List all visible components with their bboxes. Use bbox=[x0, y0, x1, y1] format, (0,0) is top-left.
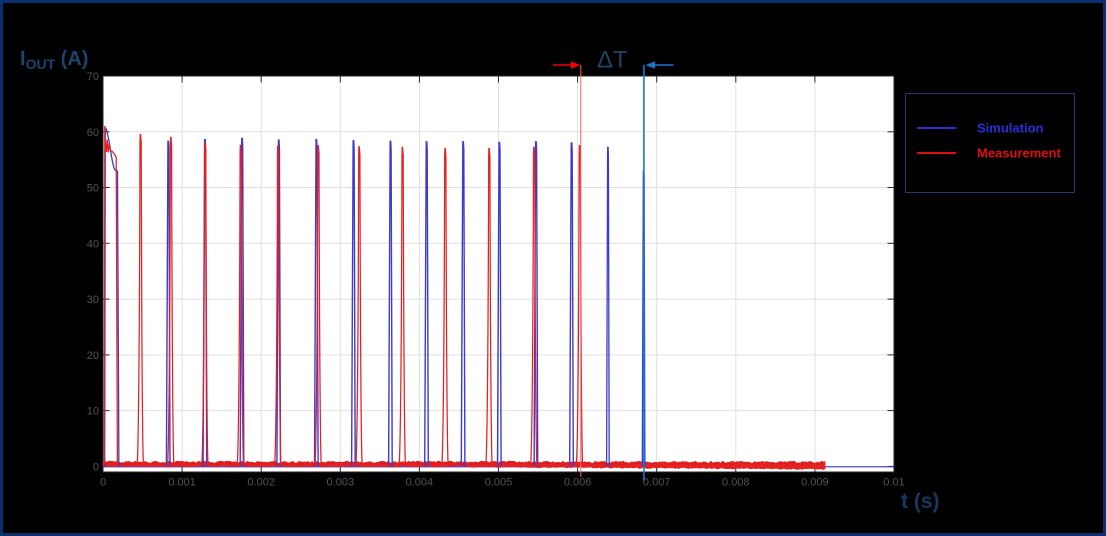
svg-text:0.005: 0.005 bbox=[485, 476, 513, 488]
svg-text:0.006: 0.006 bbox=[564, 476, 592, 488]
svg-text:Measurement: Measurement bbox=[977, 146, 1061, 161]
svg-text:30: 30 bbox=[87, 294, 99, 306]
svg-text:0.01: 0.01 bbox=[883, 476, 904, 488]
svg-text:ΔT: ΔT bbox=[597, 47, 628, 74]
svg-text:0: 0 bbox=[100, 476, 106, 488]
svg-text:60: 60 bbox=[87, 127, 99, 139]
svg-text:Simulation: Simulation bbox=[977, 121, 1044, 136]
svg-text:0.008: 0.008 bbox=[722, 476, 750, 488]
svg-text:t (s): t (s) bbox=[901, 490, 940, 513]
svg-text:20: 20 bbox=[87, 350, 99, 362]
svg-text:40: 40 bbox=[87, 238, 99, 250]
svg-text:0.004: 0.004 bbox=[406, 476, 434, 488]
svg-text:0: 0 bbox=[93, 461, 99, 473]
svg-text:0.002: 0.002 bbox=[247, 476, 275, 488]
svg-text:0.009: 0.009 bbox=[801, 476, 829, 488]
svg-text:70: 70 bbox=[87, 71, 99, 83]
svg-text:10: 10 bbox=[87, 406, 99, 418]
svg-text:50: 50 bbox=[87, 183, 99, 195]
svg-text:0.001: 0.001 bbox=[168, 476, 196, 488]
svg-text:0.007: 0.007 bbox=[643, 476, 671, 488]
svg-text:0.003: 0.003 bbox=[327, 476, 355, 488]
